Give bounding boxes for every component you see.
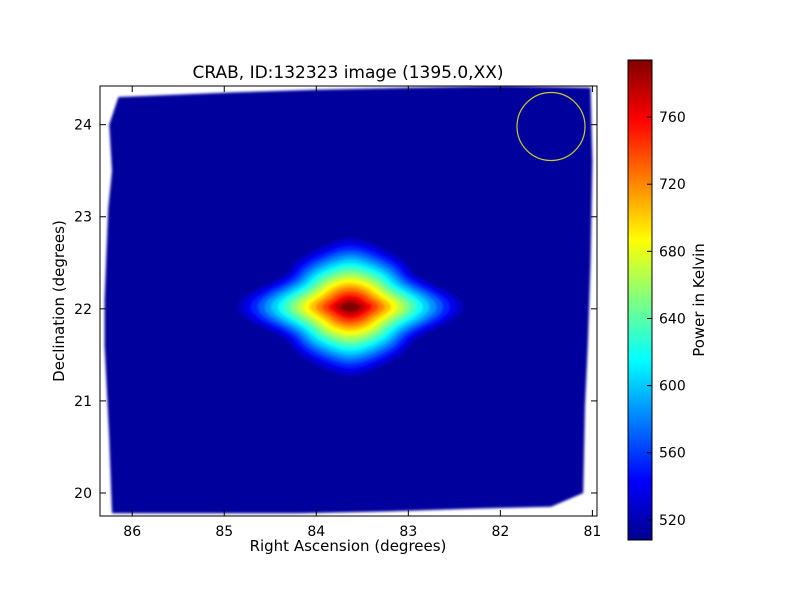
x-tick-label: 83 bbox=[399, 524, 417, 540]
y-tick-label: 23 bbox=[74, 210, 92, 226]
colorbar-tick-label: 600 bbox=[659, 379, 686, 395]
colorbar-gradient bbox=[628, 60, 652, 540]
colorbar: 520 560 600 640 680 720 760 Power in Kelvin bbox=[627, 59, 708, 541]
colorbar-tick-label: 640 bbox=[659, 311, 686, 327]
y-axis-ticks: 20 21 22 23 24 bbox=[74, 118, 597, 502]
colorbar-tick-label: 760 bbox=[659, 110, 686, 126]
chart-title: CRAB, ID:132323 image (1395.0,XX) bbox=[192, 63, 503, 83]
y-tick-label: 21 bbox=[74, 394, 92, 410]
x-tick-label: 82 bbox=[491, 524, 509, 540]
y-tick-label: 20 bbox=[74, 486, 92, 502]
x-axis-ticks: 86 85 84 83 82 81 bbox=[123, 86, 601, 540]
y-tick-label: 22 bbox=[74, 302, 92, 318]
colorbar-tick-label: 680 bbox=[659, 244, 686, 260]
x-tick-label: 85 bbox=[215, 524, 233, 540]
colorbar-label: Power in Kelvin bbox=[690, 243, 708, 357]
x-tick-label: 84 bbox=[307, 524, 325, 540]
x-axis-label: Right Ascension (degrees) bbox=[250, 537, 447, 555]
y-tick-label: 24 bbox=[74, 118, 92, 134]
colorbar-tick-label: 520 bbox=[659, 513, 686, 529]
plot-area bbox=[104, 86, 593, 514]
x-tick-label: 81 bbox=[583, 524, 601, 540]
heatmap-image bbox=[104, 86, 593, 514]
axes-frame bbox=[99, 85, 598, 517]
colorbar-frame bbox=[627, 59, 653, 541]
x-tick-label: 86 bbox=[123, 524, 141, 540]
colorbar-ticks: 520 560 600 640 680 720 760 bbox=[647, 110, 686, 529]
beam-marker bbox=[516, 91, 586, 162]
colorbar-tick-label: 560 bbox=[659, 446, 686, 462]
source-emission bbox=[229, 233, 471, 381]
y-axis-label: Declination (degrees) bbox=[50, 220, 68, 382]
colorbar-tick-label: 720 bbox=[659, 177, 686, 193]
